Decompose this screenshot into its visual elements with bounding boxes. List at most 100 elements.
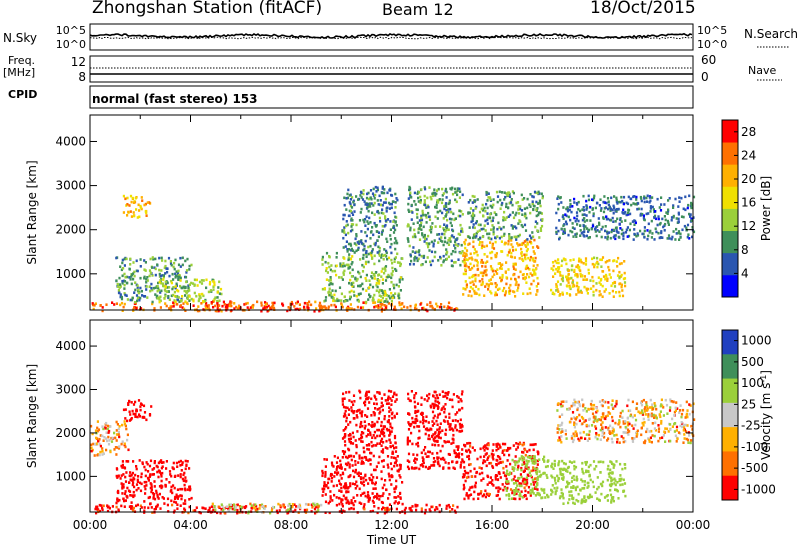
velocity-echo-cell	[294, 508, 297, 512]
power-echo-cell	[156, 297, 159, 300]
velocity-echo-cell	[389, 422, 392, 426]
power-echo-cell	[449, 207, 452, 211]
power-echo-cell	[166, 270, 169, 274]
power-echo-cell	[536, 276, 539, 280]
power-echo-cell	[591, 257, 594, 261]
velocity-echo-cell	[464, 444, 467, 448]
power-echo-cell	[385, 251, 388, 255]
velocity-echo-cell	[184, 502, 187, 505]
velocity-echo-cell	[481, 494, 484, 498]
velocity-echo-cell	[416, 425, 419, 428]
power-echo-cell	[483, 253, 486, 256]
velocity-echo-cell	[535, 477, 539, 481]
velocity-echo-cell	[165, 467, 168, 470]
velocity-echo-cell	[376, 492, 379, 496]
velocity-echo-cell	[389, 462, 393, 465]
velocity-echo-cell	[96, 426, 99, 430]
velocity-echo-cell	[501, 483, 504, 486]
velocity-echo-cell	[487, 492, 490, 496]
power-echo-cell	[498, 236, 501, 240]
power-echo-cell	[330, 303, 333, 307]
power-echo-cell	[364, 239, 367, 243]
velocity-echo-cell	[164, 483, 167, 487]
power-echo-cell	[603, 207, 606, 210]
power-echo-cell	[488, 279, 491, 282]
power-echo-cell	[318, 306, 322, 310]
velocity-echo-cell	[106, 504, 109, 507]
velocity-echo-cell	[485, 446, 488, 450]
power-echo-cell	[118, 291, 121, 295]
velocity-echo-cell	[517, 466, 520, 470]
power-echo-cell	[618, 262, 621, 266]
velocity-echo-cell	[427, 434, 430, 437]
velocity-echo-cell	[110, 436, 113, 440]
power-echo-cell	[536, 264, 539, 267]
power-echo-cell	[440, 303, 443, 306]
velocity-echo-cell	[361, 492, 364, 495]
velocity-echo-cell	[305, 508, 309, 512]
velocity-echo-cell	[395, 446, 398, 449]
power-echo-cell	[607, 203, 610, 207]
power-echo-cell	[383, 248, 386, 251]
power-echo-cell	[422, 235, 425, 239]
velocity-echo-cell	[497, 486, 500, 489]
velocity-echo-cell	[551, 484, 554, 487]
power-echo-cell	[449, 240, 452, 243]
power-echo-cell	[381, 203, 384, 207]
velocity-echo-cell	[533, 457, 536, 461]
velocity-echo-cell	[124, 480, 128, 483]
velocity-echo-cell	[491, 449, 494, 452]
velocity-echo-cell	[545, 473, 548, 477]
velocity-echo-cell	[422, 461, 425, 465]
power-echo-cell	[349, 229, 353, 233]
power-echo-cell	[382, 289, 385, 293]
velocity-echo-cell	[390, 430, 393, 433]
power-echo-cell	[395, 269, 398, 272]
power-echo-cell	[467, 201, 470, 204]
velocity-echo-cell	[508, 453, 511, 457]
power-echo-cell	[615, 198, 618, 202]
power-echo-cell	[468, 276, 471, 280]
power-echo-cell	[508, 201, 511, 205]
velocity-echo-cell	[634, 418, 638, 422]
velocity-echo-cell	[360, 420, 363, 424]
power-echo-cell	[491, 243, 494, 247]
velocity-echo-cell	[438, 464, 441, 468]
power-echo-cell	[444, 236, 447, 240]
power-echo-cell	[430, 227, 433, 231]
velocity-echo-cell	[533, 467, 536, 470]
velocity-echo-cell	[118, 425, 121, 428]
velocity-echo-cell	[408, 460, 411, 464]
power-echo-cell	[677, 205, 680, 208]
velocity-echo-cell	[153, 460, 156, 463]
velocity-echo-cell	[432, 437, 435, 441]
velocity-echo-cell	[103, 436, 106, 439]
velocity-echo-cell	[137, 475, 140, 478]
power-echo-cell	[264, 301, 267, 304]
velocity-echo-cell	[153, 508, 156, 511]
power-echo-cell	[177, 273, 181, 277]
power-echo-cell	[566, 284, 569, 288]
power-echo-cell	[486, 232, 489, 236]
velocity-echo-cell	[389, 432, 392, 436]
velocity-echo-cell	[619, 462, 622, 466]
power-echo-cell	[557, 202, 560, 206]
power-echo-cell	[483, 224, 486, 227]
power-echo-cell	[375, 281, 378, 285]
power-echo-cell	[677, 220, 680, 224]
power-echo-cell	[186, 302, 189, 306]
velocity-echo-cell	[118, 498, 121, 502]
power-echo-cell	[651, 196, 654, 199]
power-echo-cell	[634, 202, 637, 206]
power-echo-cell	[532, 279, 535, 283]
velocity-echo-cell	[456, 395, 459, 398]
velocity-echo-cell	[144, 487, 147, 491]
power-echo-cell	[392, 231, 396, 234]
power-echo-cell	[133, 274, 136, 278]
power-echo-cell	[537, 202, 540, 205]
power-echo-cell	[366, 206, 369, 209]
velocity-echo-cell	[174, 495, 177, 499]
power-echo-cell	[613, 281, 616, 285]
power-echo-cell	[457, 232, 460, 236]
power-echo-cell	[120, 268, 123, 272]
